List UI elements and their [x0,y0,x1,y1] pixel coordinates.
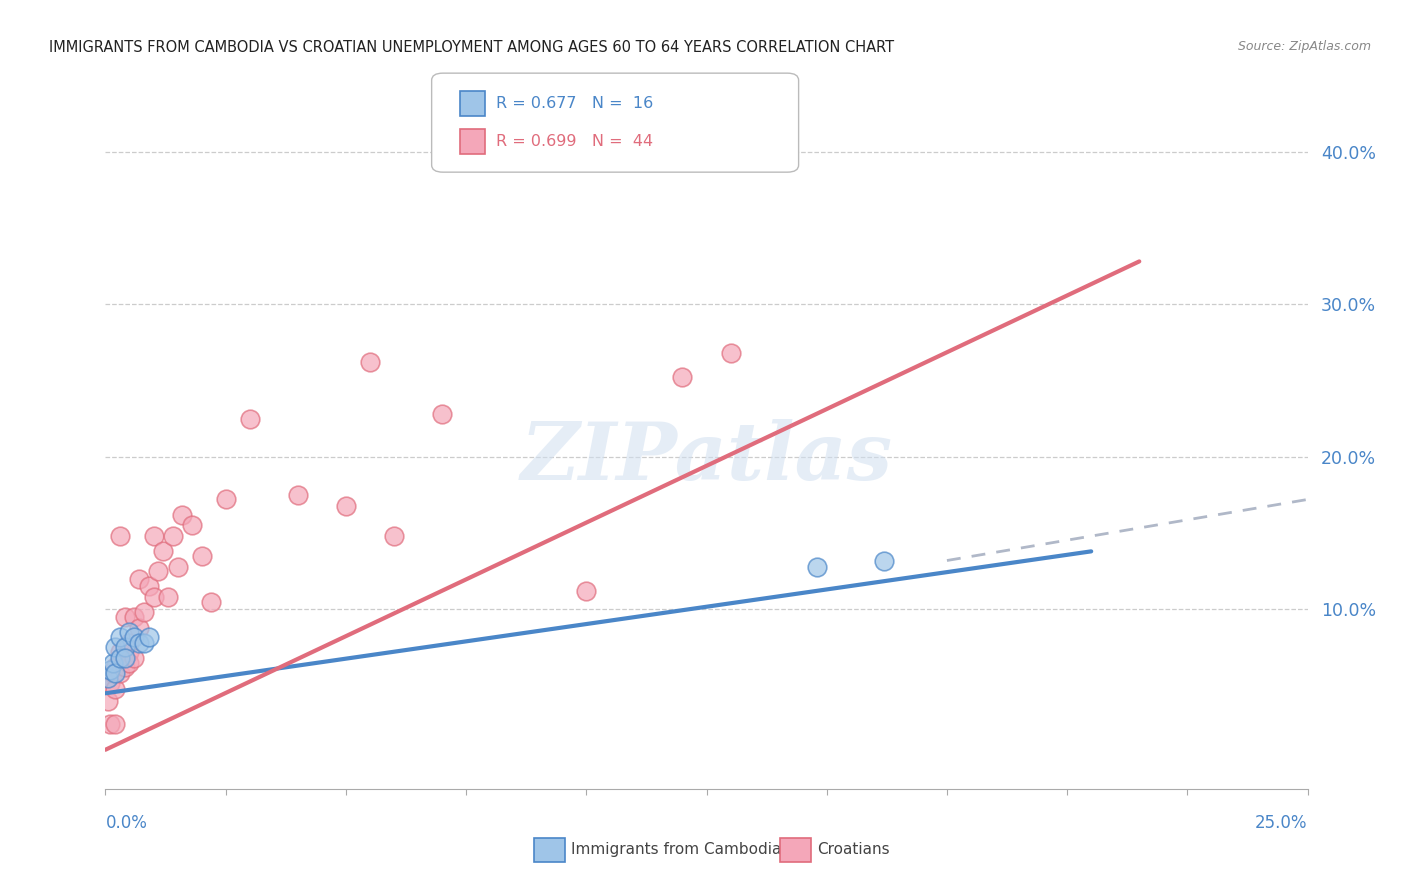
Point [720,346,742,360]
Point [104,681,127,696]
Point [98,664,121,678]
Point [239,411,262,425]
Point [128,621,150,635]
Text: 25.0%: 25.0% [1256,814,1308,831]
Text: R = 0.699   N =  44: R = 0.699 N = 44 [496,135,654,149]
Point [108,666,131,681]
Point [575,584,598,599]
Point [152,544,174,558]
Point [181,518,204,533]
Point [98,675,121,690]
Point [382,529,405,543]
Point [98,716,121,731]
Point [101,656,124,670]
Point [128,636,150,650]
Point [806,559,828,574]
Point [623,136,645,151]
Point [108,630,131,644]
Point [132,606,155,620]
Text: Immigrants from Cambodia: Immigrants from Cambodia [571,842,782,856]
Point [114,660,136,674]
Point [108,645,131,659]
Text: 0.0%: 0.0% [105,814,148,831]
Point [104,716,127,731]
Point [138,579,160,593]
Point [108,529,131,543]
Text: ZIPatlas: ZIPatlas [520,419,893,496]
Point [128,572,150,586]
Point [104,640,127,655]
Point [335,499,357,513]
Point [148,564,170,578]
Text: R = 0.677   N =  16: R = 0.677 N = 16 [496,96,654,111]
Point [118,636,141,650]
Point [108,651,131,665]
Point [114,610,136,624]
Point [104,660,127,674]
Point [671,370,693,384]
Point [132,636,155,650]
Text: Croatians: Croatians [817,842,890,856]
Point [162,529,184,543]
Point [96,671,118,685]
Text: IMMIGRANTS FROM CAMBODIA VS CROATIAN UNEMPLOYMENT AMONG AGES 60 TO 64 YEARS CORR: IMMIGRANTS FROM CAMBODIA VS CROATIAN UNE… [49,40,894,55]
Text: Source: ZipAtlas.com: Source: ZipAtlas.com [1237,40,1371,54]
Point [118,656,141,670]
Point [200,595,222,609]
Point [124,630,146,644]
Point [287,488,309,502]
Point [101,666,124,681]
Point [142,529,165,543]
Point [359,355,381,369]
Point [873,553,896,567]
Point [104,666,127,681]
Point [118,645,141,659]
Point [124,651,146,665]
Point [97,694,120,708]
Point [114,651,136,665]
Point [190,549,212,563]
Point [118,625,141,640]
Point [214,492,236,507]
Point [124,610,146,624]
Point [156,590,179,604]
Point [430,407,453,421]
Point [97,671,120,685]
Point [114,640,136,655]
Point [142,590,165,604]
Point [138,630,160,644]
Point [172,508,194,522]
Point [166,559,188,574]
